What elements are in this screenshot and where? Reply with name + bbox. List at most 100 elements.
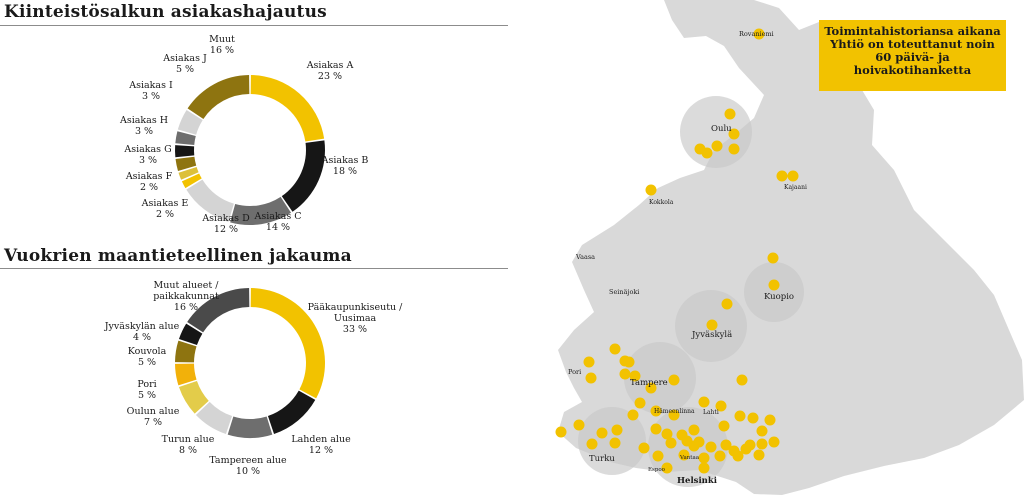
chart-1-title: Kiinteistösalkun asiakashajautus: [4, 2, 327, 22]
project-dot: [732, 450, 744, 462]
city-label-turku: Turku: [589, 454, 615, 464]
project-dot: [736, 374, 748, 386]
slice-pori: [175, 363, 197, 386]
project-dot: [718, 420, 730, 432]
city-label-kajaani: Kajaani: [784, 184, 807, 191]
slice-asiakas-a: [250, 75, 325, 142]
slice-asiakas-g: [175, 156, 197, 171]
map-region-circle: [744, 262, 804, 322]
slice-label-asiakas-d: Asiakas D 12 %: [201, 213, 250, 235]
project-dot: [753, 28, 765, 40]
city-label-vantaa: Vantaa: [679, 455, 700, 461]
project-dot: [665, 437, 677, 449]
city-label-tampere: Tampere: [630, 378, 668, 388]
slice-asiakas-h: [174, 145, 195, 158]
slice-paakaupunkiseutu-uusimaa: [250, 288, 325, 399]
slice-asiakas-c: [230, 196, 292, 225]
project-dot: [678, 449, 690, 461]
project-dot: [585, 372, 597, 384]
project-dot: [724, 108, 736, 120]
chart-2-rule: [0, 268, 508, 269]
donut-chart-customers: Asiakas A 23 %Asiakas B 18 %Asiakas C 14 %A…: [119, 34, 369, 235]
slice-label-asiakas-c: Asiakas C 14 %: [253, 211, 301, 233]
donut-chart-regions: Pääkaupunkiseutu / Uusimaa 33 % Lahden alue…: [104, 280, 404, 477]
slice-label-pori: Pori 5 %: [137, 379, 156, 401]
callout-line-2: Yhtiö on toteuttanut noin: [830, 37, 995, 51]
project-dot: [629, 370, 641, 382]
project-dot: [787, 170, 799, 182]
project-dot: [776, 170, 788, 182]
finland-map: Rovaniemi Oulu Kajaani Kokkola Vaasa Seinäjok…: [555, 0, 1024, 495]
slice-jyvaskylan-alue: [178, 323, 203, 346]
project-dot: [701, 147, 713, 159]
slice-label-lahden-alue: Lahden alue 12 %: [291, 434, 351, 456]
chart-1-rule: [0, 25, 508, 26]
slice-label-paakaupunkiseutu-uusimaa: Pääkaupunkiseutu / Uusimaa 33 %: [308, 302, 404, 335]
project-dot: [652, 450, 664, 462]
city-label-kokkola: Kokkola: [649, 199, 674, 206]
slice-asiakas-j: [177, 109, 203, 135]
slice-muut: [187, 75, 250, 119]
project-dot: [698, 452, 710, 464]
project-dot: [740, 443, 752, 455]
project-dot: [573, 419, 585, 431]
slice-kouvola: [175, 340, 197, 363]
project-dot: [711, 140, 723, 152]
city-label-oulu: Oulu: [711, 124, 732, 134]
project-dot: [645, 184, 657, 196]
slice-label-kouvola: Kouvola 5 %: [128, 346, 167, 368]
project-dot: [586, 438, 598, 450]
project-dot: [768, 279, 780, 291]
project-dot: [634, 397, 646, 409]
project-dot: [688, 440, 700, 452]
project-dot: [706, 319, 718, 331]
city-label-espoo: Espoo: [648, 467, 666, 473]
project-dot: [650, 405, 662, 417]
slice-label-jyvaskylan-alue: Jyväskylän alue 4 %: [104, 321, 180, 343]
project-dot: [728, 128, 740, 140]
callout-line-1: Toimintahistoriansa aikana: [824, 24, 1001, 38]
project-dot: [721, 298, 733, 310]
map-region-circle: [624, 342, 696, 414]
project-dot: [645, 382, 657, 394]
slice-label-muut-alueet-paikkakunnat: Muut alueet / paikkakunnat 16 %: [153, 280, 219, 313]
city-label-hameenlinna: Hämeenlinna: [654, 408, 695, 415]
project-dot: [734, 410, 746, 422]
slice-tampereen-alue: [227, 416, 273, 438]
slice-label-asiakas-b: Asiakas B 18 %: [321, 155, 369, 177]
slice-oulun-alue: [178, 380, 209, 414]
slice-muut-alueet-paikkakunnat: [187, 288, 250, 333]
slice-turun-alue: [195, 401, 233, 435]
city-label-pori: Pori: [568, 368, 581, 376]
project-dot: [720, 439, 732, 451]
slice-asiakas-i: [175, 131, 196, 145]
city-label-rovaniemi: Rovaniemi: [739, 30, 774, 38]
project-dot: [705, 441, 717, 453]
project-dot: [747, 412, 759, 424]
slice-asiakas-d: [186, 179, 234, 222]
city-label-lahti: Lahti: [703, 409, 719, 416]
project-dot: [627, 409, 639, 421]
slice-label-asiakas-a: Asiakas A 23 %: [306, 60, 354, 82]
slice-asiakas-f: [178, 166, 199, 180]
city-label-jyvaskyla: Jyväskylä: [691, 330, 732, 340]
project-dot: [623, 356, 635, 368]
projects-callout: Toimintahistoriansa aikana Yhtiö on tote…: [819, 20, 1006, 91]
chart-2-title: Vuokrien maantieteellinen jakauma: [4, 246, 352, 266]
callout-line-3: 60 päivä- ja: [875, 50, 950, 64]
project-dot: [756, 438, 768, 450]
callout-line-4: hoivakotihanketta: [853, 63, 972, 77]
project-dot: [583, 356, 595, 368]
slice-label-oulun-alue: Oulun alue 7 %: [127, 406, 180, 428]
project-dot: [728, 143, 740, 155]
project-dot: [767, 252, 779, 264]
project-dot: [555, 426, 567, 438]
project-dot: [698, 396, 710, 408]
slice-asiakas-b: [281, 140, 325, 212]
